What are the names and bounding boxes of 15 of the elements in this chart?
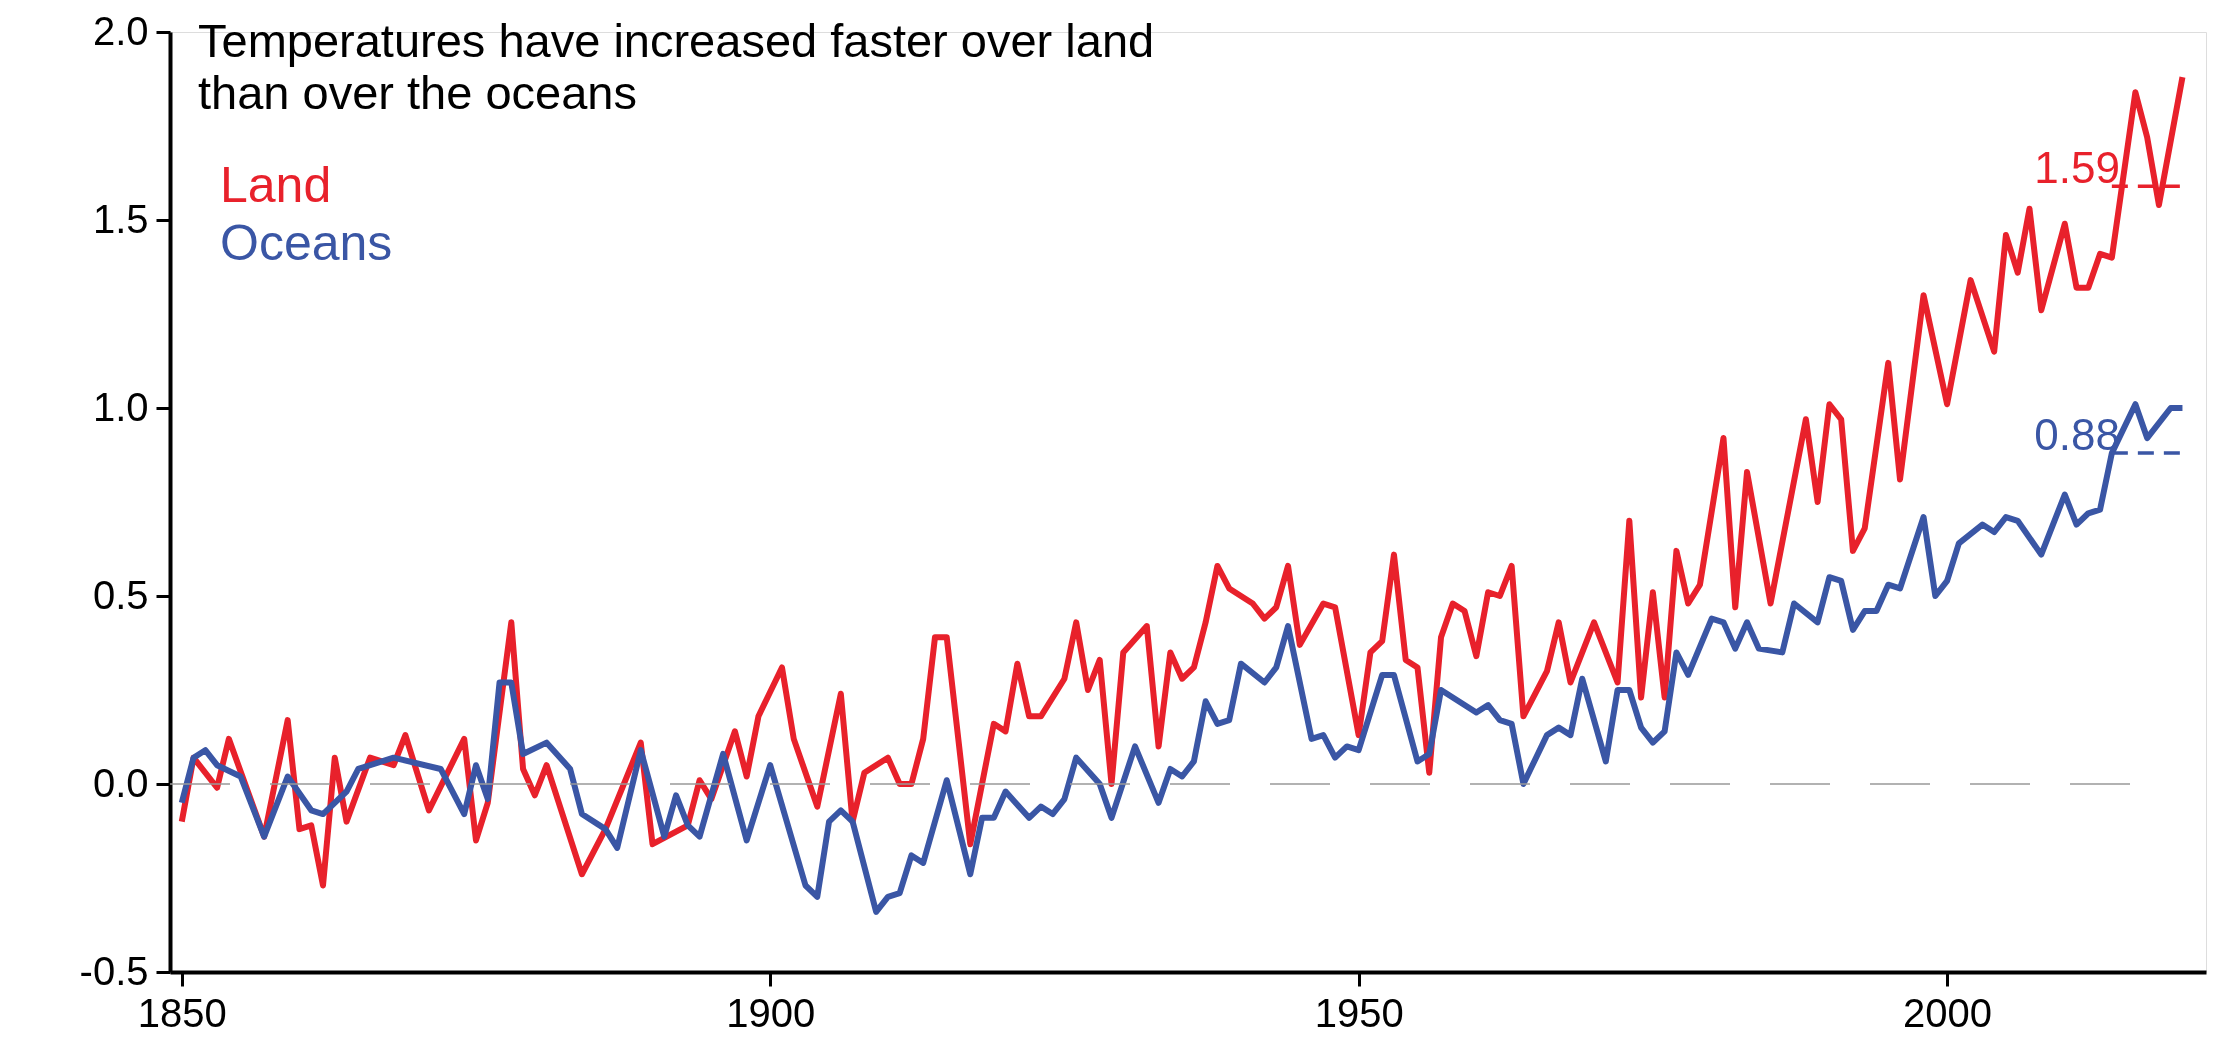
y-tick-label: 2.0 bbox=[92, 8, 149, 53]
x-tick-label: 1850 bbox=[137, 990, 227, 1035]
chart-title: Temperatures have increased faster over land than over the oceans bbox=[198, 14, 1155, 119]
x-tick-label: 1950 bbox=[1314, 990, 1404, 1035]
x-tick-label: 1900 bbox=[726, 990, 816, 1035]
y-tick-label: 0.5 bbox=[92, 572, 149, 617]
x-tick-label: 2000 bbox=[1903, 990, 1993, 1035]
data-label: 1.59 bbox=[2034, 143, 2120, 193]
data-label: 0.88 bbox=[2034, 410, 2120, 460]
text: Land bbox=[220, 157, 332, 213]
y-tick-label: -0.5 bbox=[79, 948, 149, 993]
y-tick-label: 1.0 bbox=[92, 384, 149, 429]
y-tick-label: 1.5 bbox=[92, 196, 149, 241]
text: Oceans bbox=[220, 215, 393, 271]
y-tick-label: 0.0 bbox=[92, 760, 149, 805]
